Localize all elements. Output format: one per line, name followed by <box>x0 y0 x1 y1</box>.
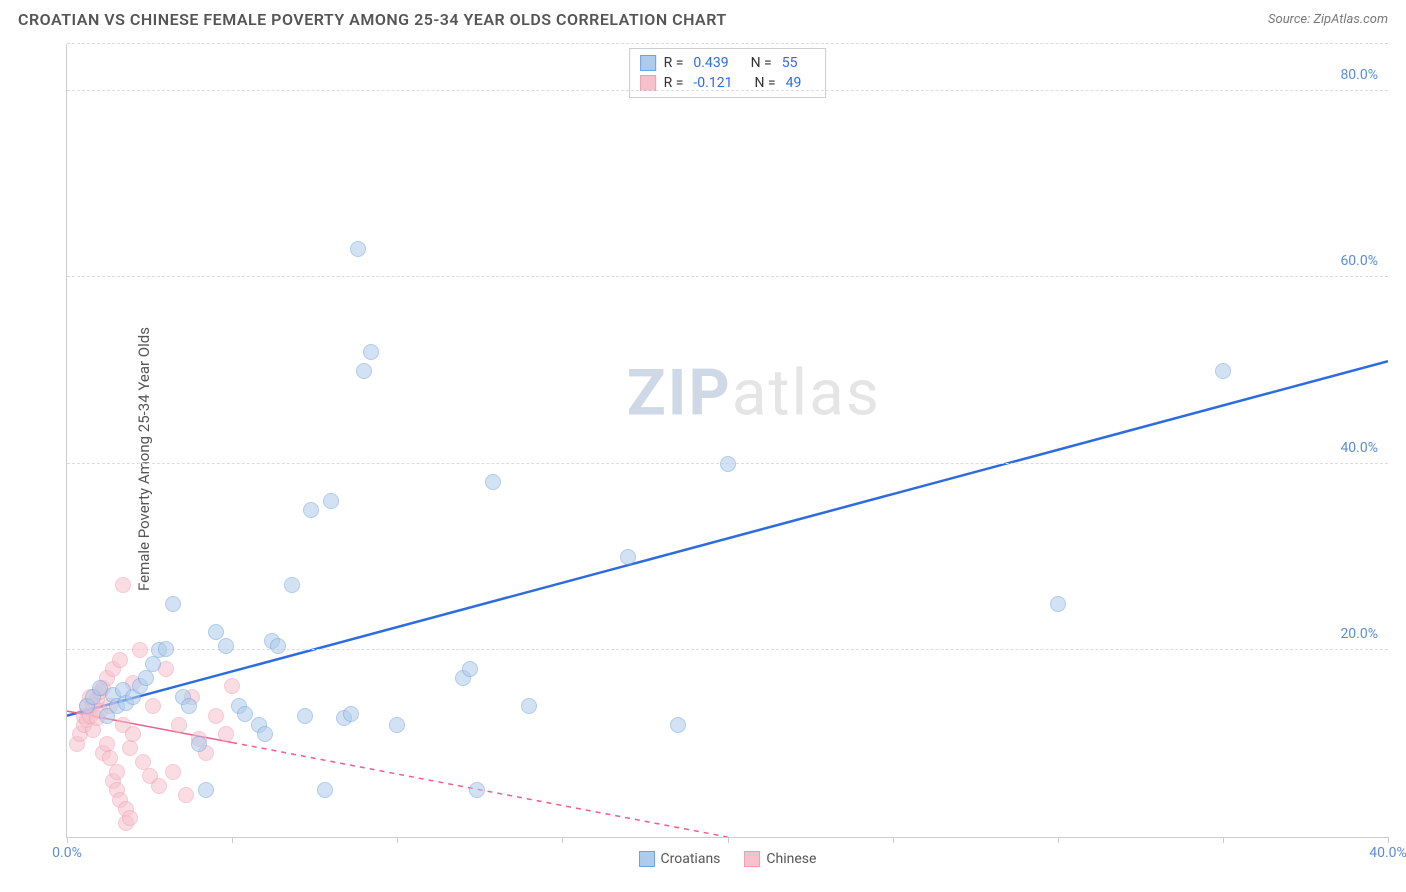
x-tick-label: 40.0% <box>1369 845 1406 861</box>
y-tick-label: 40.0% <box>1340 440 1378 456</box>
scatter-point-croatians <box>343 706 359 722</box>
n-label: N = <box>754 75 775 91</box>
scatter-point-croatians <box>145 656 161 672</box>
scatter-point-croatians <box>670 717 686 733</box>
scatter-point-chinese <box>145 698 161 714</box>
scatter-point-croatians <box>485 474 501 490</box>
n-label: N = <box>751 55 772 71</box>
watermark: ZIPatlas <box>627 355 881 430</box>
r-label: R = <box>664 75 684 91</box>
legend-label: Chinese <box>766 851 816 867</box>
scatter-point-chinese <box>171 717 187 733</box>
trend-lines <box>67 44 1388 837</box>
scatter-point-croatians <box>165 596 181 612</box>
gridline-h <box>67 649 1388 650</box>
scatter-point-chinese <box>109 764 125 780</box>
scatter-point-croatians <box>389 717 405 733</box>
scatter-point-croatians <box>257 726 273 742</box>
scatter-point-croatians <box>1215 363 1231 379</box>
x-tick-mark <box>728 837 729 843</box>
y-tick-label: 80.0% <box>1340 67 1378 83</box>
x-tick-mark <box>562 837 563 843</box>
legend-label: Croatians <box>661 851 721 867</box>
scatter-point-croatians <box>181 698 197 714</box>
legend: Croatians Chinese <box>639 851 817 867</box>
scatter-point-croatians <box>297 708 313 724</box>
chart-container: Female Poverty Among 25-34 Year Olds ZIP… <box>18 44 1388 874</box>
scatter-point-chinese <box>115 577 131 593</box>
scatter-point-croatians <box>356 363 372 379</box>
scatter-point-chinese <box>218 726 234 742</box>
scatter-point-croatians <box>284 577 300 593</box>
swatch-croatians <box>639 851 655 867</box>
n-value: 55 <box>780 55 812 71</box>
scatter-point-croatians <box>469 782 485 798</box>
scatter-point-croatians <box>218 638 234 654</box>
scatter-point-chinese <box>132 642 148 658</box>
scatter-point-croatians <box>1050 596 1066 612</box>
scatter-point-croatians <box>158 641 174 657</box>
swatch-chinese <box>744 851 760 867</box>
scatter-point-chinese <box>178 787 194 803</box>
swatch-chinese <box>640 75 656 91</box>
chart-title: CROATIAN VS CHINESE FEMALE POVERTY AMONG… <box>18 10 727 29</box>
scatter-point-croatians <box>720 456 736 472</box>
gridline-h <box>67 43 1388 44</box>
scatter-point-chinese <box>122 810 138 826</box>
gridline-h <box>67 90 1388 91</box>
scatter-point-croatians <box>323 493 339 509</box>
scatter-point-chinese <box>151 778 167 794</box>
y-tick-label: 60.0% <box>1340 253 1378 269</box>
scatter-point-croatians <box>198 782 214 798</box>
scatter-point-croatians <box>350 241 366 257</box>
scatter-point-croatians <box>521 698 537 714</box>
scatter-point-croatians <box>270 638 286 654</box>
scatter-point-chinese <box>224 678 240 694</box>
scatter-point-croatians <box>303 502 319 518</box>
legend-item-croatians: Croatians <box>639 851 721 867</box>
scatter-point-croatians <box>462 661 478 677</box>
scatter-point-croatians <box>363 344 379 360</box>
r-value: 0.439 <box>691 55 742 71</box>
scatter-point-chinese <box>122 740 138 756</box>
scatter-point-chinese <box>165 764 181 780</box>
n-value: 49 <box>784 75 816 91</box>
scatter-point-croatians <box>620 549 636 565</box>
scatter-point-croatians <box>317 782 333 798</box>
x-tick-label: 0.0% <box>52 845 82 861</box>
x-tick-mark <box>397 837 398 843</box>
plot-area: ZIPatlas R = 0.439 N = 55 R = -0.121 N = 49… <box>66 44 1388 838</box>
legend-item-chinese: Chinese <box>744 851 816 867</box>
scatter-point-croatians <box>191 736 207 752</box>
stats-row-croatians: R = 0.439 N = 55 <box>640 53 816 73</box>
scatter-point-croatians <box>208 624 224 640</box>
x-tick-mark <box>1223 837 1224 843</box>
x-tick-mark <box>232 837 233 843</box>
r-label: R = <box>664 55 684 71</box>
r-value: -0.121 <box>691 75 746 91</box>
gridline-h <box>67 276 1388 277</box>
x-tick-mark <box>1388 837 1389 843</box>
source-label: Source: ZipAtlas.com <box>1268 12 1388 27</box>
scatter-point-chinese <box>208 708 224 724</box>
scatter-point-chinese <box>112 652 128 668</box>
y-tick-label: 20.0% <box>1340 626 1378 642</box>
x-tick-mark <box>893 837 894 843</box>
scatter-point-croatians <box>237 706 253 722</box>
x-tick-mark <box>67 837 68 843</box>
scatter-point-chinese <box>125 726 141 742</box>
swatch-croatians <box>640 55 656 71</box>
scatter-point-croatians <box>138 670 154 686</box>
x-tick-mark <box>1058 837 1059 843</box>
